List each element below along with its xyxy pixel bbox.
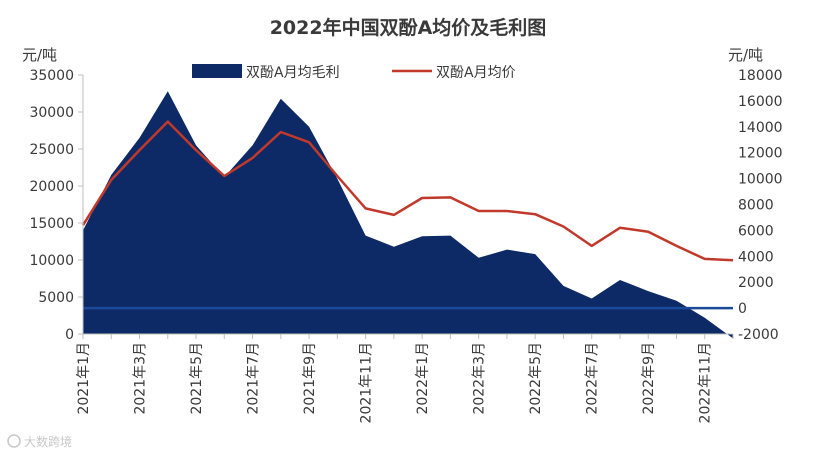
x-tick-label: 2022年7月 xyxy=(585,342,601,415)
watermark-text: 大数跨境 xyxy=(24,434,72,449)
line-series-price xyxy=(81,120,734,262)
x-tick-label: 2022年11月 xyxy=(698,342,714,423)
right-tick-label: 10000 xyxy=(738,172,783,188)
x-tick-label: 2021年9月 xyxy=(302,342,318,415)
plot-area xyxy=(81,91,734,339)
chart-title: 2022年中国双酚A均价及毛利图 xyxy=(270,16,547,39)
legend-area-swatch xyxy=(192,64,242,78)
left-tick-label: 20000 xyxy=(29,179,74,195)
x-tick-label: 2022年5月 xyxy=(528,342,544,415)
right-axis-unit: 元/吨 xyxy=(728,46,763,64)
legend: 双酚A月均毛利 双酚A月均价 xyxy=(192,64,516,81)
legend-area-label: 双酚A月均毛利 xyxy=(246,65,340,81)
right-tick-label: 2000 xyxy=(738,275,774,291)
right-tick-label: 6000 xyxy=(738,223,774,239)
watermark-logo-icon xyxy=(7,434,21,448)
x-tick-label: 2021年1月 xyxy=(76,342,92,415)
x-tick-label: 2021年11月 xyxy=(359,342,375,423)
right-axis: -2000 0 2000 4000 6000 8000 10000 12000 14000 160… xyxy=(738,68,783,343)
x-tick-label: 2022年9月 xyxy=(641,342,657,415)
left-tick-label: 5000 xyxy=(38,290,74,306)
left-tick-label: 30000 xyxy=(29,105,74,121)
right-tick-label: 18000 xyxy=(738,68,783,84)
right-tick-label: -2000 xyxy=(738,327,779,343)
right-tick-label: 16000 xyxy=(738,94,783,110)
left-tick-label: 15000 xyxy=(29,216,74,232)
x-tick-label: 2021年3月 xyxy=(133,342,149,415)
left-axis-unit: 元/吨 xyxy=(22,46,57,64)
x-tick-label: 2021年7月 xyxy=(246,342,262,415)
left-tick-label: 0 xyxy=(65,327,74,343)
right-tick-label: 12000 xyxy=(738,146,783,162)
right-tick-label: 14000 xyxy=(738,120,783,136)
x-tick-label: 2022年3月 xyxy=(472,342,488,415)
x-tick-label: 2021年5月 xyxy=(189,342,205,415)
x-axis: 2021年1月 2021年3月 2021年5月 2021年7月 2021年9月 2021年… xyxy=(76,333,734,423)
right-tick-label: 4000 xyxy=(738,249,774,265)
watermark: 大数跨境 xyxy=(7,434,72,449)
right-tick-label: 0 xyxy=(738,301,747,317)
left-tick-label: 10000 xyxy=(29,253,74,269)
x-tick-label: 2022年1月 xyxy=(415,342,431,415)
left-axis: 0 5000 10000 15000 20000 25000 30000 35000 xyxy=(29,68,84,343)
area-series-profit xyxy=(83,91,733,339)
legend-line-label: 双酚A月均价 xyxy=(436,65,516,81)
right-tick-label: 8000 xyxy=(738,198,774,214)
left-tick-label: 35000 xyxy=(29,68,74,84)
left-tick-label: 25000 xyxy=(29,142,74,158)
